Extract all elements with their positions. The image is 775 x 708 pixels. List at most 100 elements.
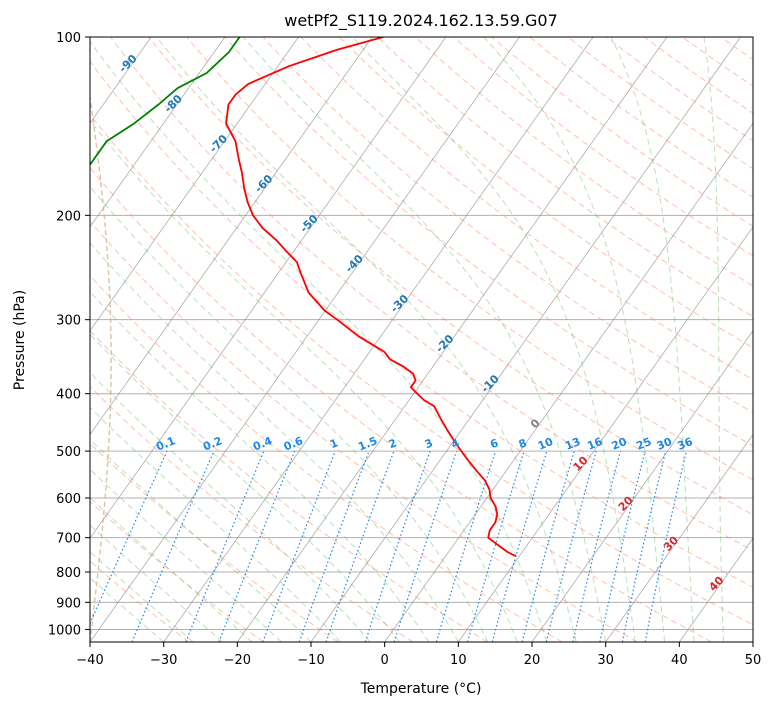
- moist-adiabat-line: [90, 551, 194, 642]
- dry-adiabat-line: [90, 113, 753, 626]
- dry-adiabat-line: [90, 274, 563, 642]
- mixing-ratio-line: [644, 450, 687, 642]
- mixing-ratio-label: 30: [655, 435, 674, 453]
- moist-adiabat-line: [90, 371, 371, 642]
- moist-adiabat-line: [90, 290, 430, 642]
- x-tick-label: 40: [671, 653, 688, 668]
- isotherm-line: [90, 37, 226, 228]
- mixing-ratio-label: 2: [387, 436, 399, 451]
- mixing-ratio-line: [491, 450, 548, 642]
- dry-adiabat-line: [377, 37, 753, 318]
- mixing-ratio-label: 13: [563, 435, 582, 453]
- isotherm-line: [90, 37, 299, 332]
- isotherm-line: [90, 37, 447, 539]
- chart-title: wetPf2_S119.2024.162.13.59.G07: [284, 11, 558, 31]
- y-tick-label: 1000: [48, 623, 81, 638]
- y-tick-label: 200: [56, 209, 81, 224]
- y-tick-label: 100: [56, 31, 81, 46]
- mixing-ratio-label: 10: [536, 435, 555, 453]
- dry-adiabat-line: [491, 37, 753, 227]
- plot-frame: [89, 36, 754, 643]
- y-tick-label: 600: [56, 492, 81, 507]
- moist-adiabat-line: [90, 242, 459, 642]
- pressure-gridlines: [90, 37, 753, 630]
- x-tick-label: 0: [381, 653, 389, 668]
- x-axis-title: Temperature (°C): [360, 681, 482, 697]
- x-tick-label: −10: [297, 653, 324, 668]
- isotherm-lines: [90, 37, 753, 642]
- dry-adiabat-line: [338, 37, 753, 349]
- mixing-ratio-line: [325, 450, 395, 642]
- dry-adiabat-line: [90, 500, 264, 642]
- moist-adiabat-line: [351, 37, 636, 642]
- isotherm-line: [237, 37, 668, 642]
- isotherm-line: [679, 537, 753, 642]
- x-tick-label: −30: [150, 653, 177, 668]
- x-tick-label: 50: [745, 653, 762, 668]
- sounding-series: [90, 37, 517, 557]
- mixing-ratio-line: [521, 450, 575, 642]
- mixing-ratio-line: [621, 450, 667, 642]
- y-tick-label: 900: [56, 596, 81, 611]
- y-tick-label: 800: [56, 566, 81, 581]
- moist-adiabat-line: [90, 577, 165, 642]
- mixing-ratio-line: [364, 450, 431, 642]
- isotherm-line: [384, 122, 753, 642]
- moist-adiabat-line: [90, 185, 489, 642]
- dry-adiabat-line: [186, 37, 753, 481]
- x-tick-label: 30: [597, 653, 614, 668]
- mixing-ratio-line: [545, 450, 597, 642]
- moist-adiabat-line: [90, 497, 253, 642]
- mixing-ratio-line: [393, 450, 458, 642]
- moist-adiabat-lines: [90, 37, 724, 642]
- moist-adiabat-line: [483, 37, 666, 642]
- dry-adiabat-line: [453, 37, 753, 257]
- y-tick-label: 400: [56, 388, 81, 403]
- isotherm-line: [90, 37, 373, 436]
- dry-adiabat-line: [262, 37, 753, 414]
- x-axis-ticks: −40 −30 −20 −10 0 10 20 30 40 50: [76, 642, 761, 668]
- mixing-ratio-line: [131, 450, 215, 642]
- y-axis-title: Pressure (hPa): [12, 290, 28, 390]
- mixing-ratio-label: 8: [517, 436, 529, 451]
- mixing-ratio-line: [435, 450, 497, 642]
- plot-area: -100-90-80-70-60-50-40-30-20-10010203040…: [90, 37, 753, 642]
- y-tick-label: 300: [56, 314, 81, 329]
- mixing-ratio-line: [90, 450, 168, 625]
- mixing-ratio-label: 25: [634, 435, 653, 453]
- x-tick-label: 20: [524, 653, 541, 668]
- lcl-curve-line: [90, 92, 112, 642]
- dry-adiabat-line: [90, 166, 712, 642]
- moist-adiabat-line: [610, 37, 695, 642]
- moist-adiabat-line: [242, 37, 607, 642]
- x-tick-label: −40: [76, 653, 103, 668]
- dry-adiabat-lines: [90, 37, 753, 642]
- isotherm-line: [90, 37, 520, 642]
- mixing-ratio-line: [572, 450, 622, 642]
- isotherm-line: [310, 37, 741, 642]
- mixing-ratio-label: 20: [610, 435, 629, 453]
- mixing-ratio-line: [466, 450, 525, 642]
- isotherm-line: [605, 433, 753, 642]
- moist-adiabat-line: [90, 40, 548, 642]
- mixing-ratio-label: 1: [328, 436, 340, 451]
- y-axis-ticks: 100 200 300 400 500 600 700 800 900 1000: [48, 31, 90, 638]
- lcl-curve: [90, 92, 112, 642]
- moist-adiabat-line: [90, 524, 223, 642]
- moist-adiabat-line: [90, 333, 400, 642]
- mixing-ratio-line: [298, 450, 370, 642]
- dry-adiabat-line: [90, 330, 488, 642]
- moist-adiabat-line: [703, 37, 724, 642]
- moist-adiabat-line: [156, 37, 577, 642]
- dry-adiabat-line: [110, 37, 753, 552]
- x-tick-label: 10: [450, 653, 467, 668]
- isotherm-line: [458, 226, 753, 642]
- x-tick-label: −20: [224, 653, 251, 668]
- y-tick-label: 500: [56, 445, 81, 460]
- dry-adiabat-line: [415, 37, 753, 287]
- isotherm-line: [531, 330, 753, 642]
- y-tick-label: 700: [56, 532, 81, 547]
- mixing-ratio-label: 16: [585, 435, 604, 453]
